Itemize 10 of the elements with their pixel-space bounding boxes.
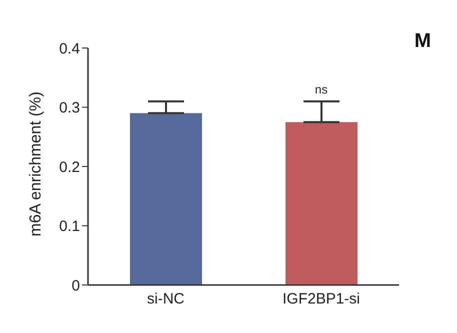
annotation: ns [314, 82, 328, 96]
y-tick-label: 0.2 [59, 158, 80, 176]
y-tick-label: 0.3 [59, 100, 80, 117]
x-tick-label: IGF2BP1-si [282, 290, 360, 308]
y-tick-label: 0.1 [59, 218, 80, 236]
text: M [414, 30, 431, 53]
x-tick-label: si-NC [147, 290, 185, 308]
y-tick-label: 0 [72, 277, 80, 294]
y-axis-title: m6A enrichment (%) [28, 92, 45, 236]
y-tick-label: 0.4 [59, 40, 80, 58]
